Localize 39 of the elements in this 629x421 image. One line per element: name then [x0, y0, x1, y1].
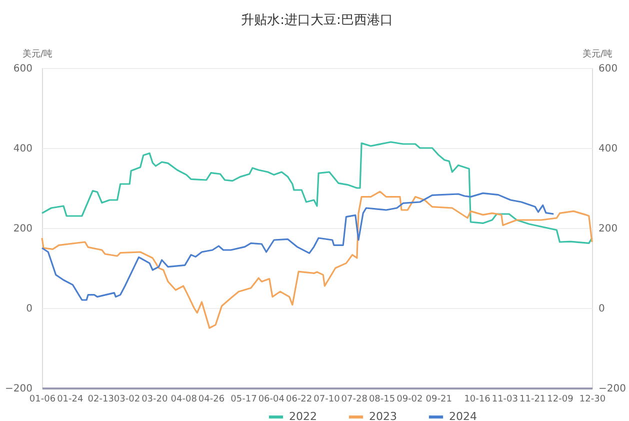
legend-label: 2022: [289, 410, 317, 421]
x-tick-label: 12-30: [579, 394, 606, 404]
x-tick-label: 08-15: [368, 394, 396, 404]
x-tick-label: 03-02: [114, 394, 140, 404]
y-tick-label: 600: [13, 64, 32, 74]
line-series: [41, 192, 554, 301]
x-tick-label: 02-13: [88, 394, 114, 404]
y2-tick-label: 600: [598, 64, 618, 74]
line-series: [41, 190, 593, 329]
y-tick-label: 400: [13, 144, 32, 154]
chart-title: 升贴水:进口大豆:巴西港口: [241, 13, 393, 28]
x-tick-label: 01-06: [29, 394, 56, 404]
y-axis-title: 美元/吨: [22, 48, 53, 60]
x-tick-label: 01-24: [57, 394, 84, 404]
x-tick-label: 07-28: [341, 394, 368, 404]
legend-label: 2023: [369, 410, 397, 421]
x-tick-label: 07-10: [314, 394, 340, 404]
y-tick-label: −200: [5, 384, 32, 394]
x-tick-label: 11-03: [492, 394, 518, 404]
legend-label: 2024: [449, 410, 477, 421]
x-tick-label: 05-17: [230, 394, 257, 404]
x-tick-label: 06-04: [258, 394, 285, 404]
x-tick-label: 09-02: [396, 394, 423, 404]
y2-axis-title: 美元/吨: [582, 48, 613, 60]
x-tick-label: 03-20: [142, 394, 168, 404]
x-tick-label: 09-21: [426, 394, 452, 404]
x-tick-label: 04-08: [170, 394, 198, 404]
x-tick-label: 10-16: [464, 394, 491, 404]
y2-tick-label: −200: [598, 384, 626, 394]
y-tick-label: 0: [26, 304, 32, 314]
x-tick-label: 04-26: [198, 394, 225, 404]
x-tick-label: 11-21: [520, 394, 546, 404]
y2-tick-label: 0: [598, 304, 605, 314]
y2-tick-label: 200: [598, 224, 618, 234]
x-tick-label: 06-22: [286, 394, 312, 404]
y-tick-label: 200: [13, 224, 32, 234]
y2-tick-label: 400: [598, 144, 618, 154]
line-series: [41, 141, 593, 244]
x-tick-label: 12-09: [547, 394, 574, 404]
